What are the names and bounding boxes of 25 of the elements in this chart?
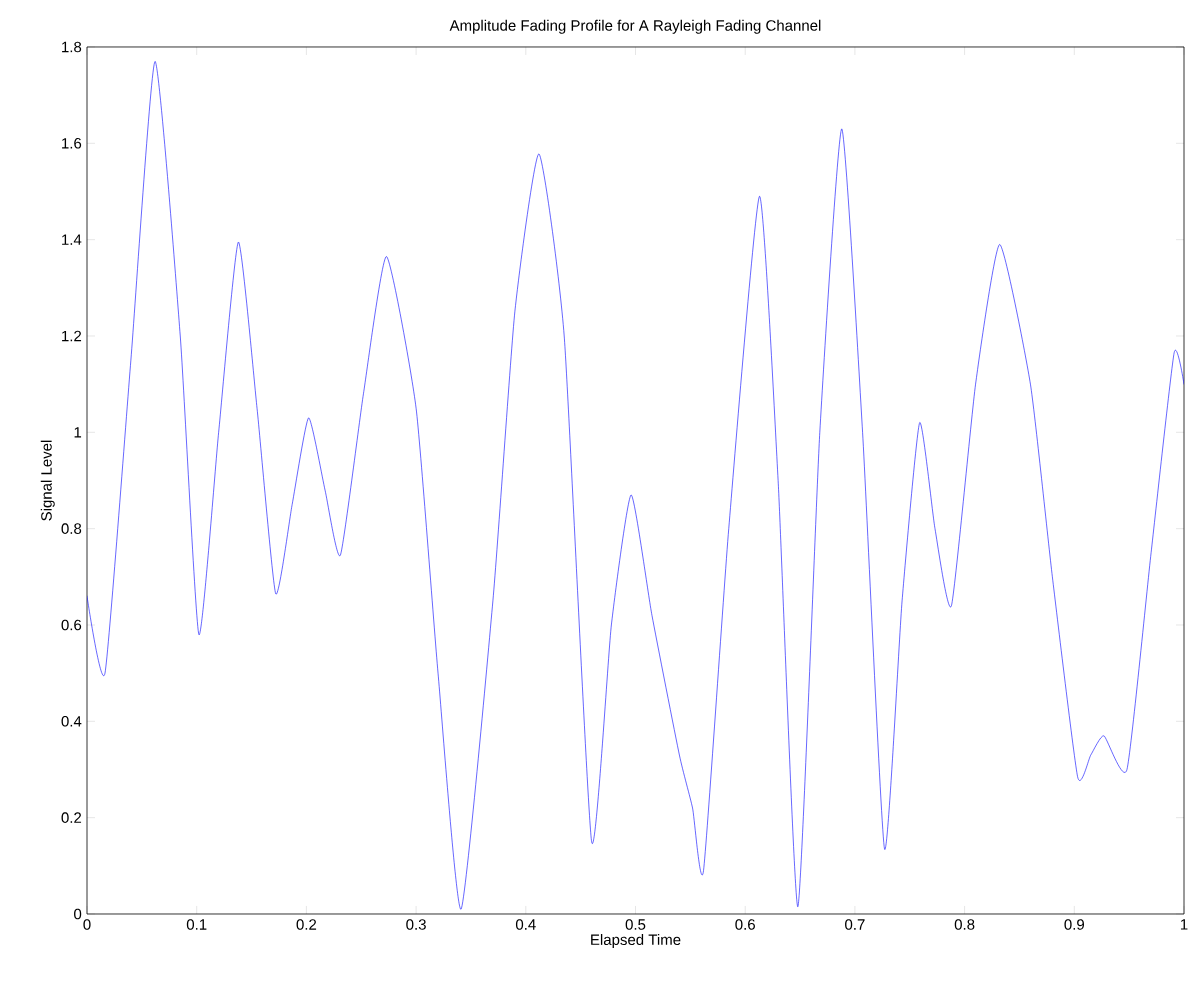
y-tick-label: 0.8 — [61, 523, 82, 534]
x-tick-label: 0.7 — [845, 919, 865, 930]
x-tick-label: 0.3 — [406, 919, 426, 930]
y-tick-label: 0.6 — [61, 619, 82, 631]
y-tick-label: 0.4 — [61, 716, 82, 727]
line-series — [87, 61, 1184, 910]
x-tick-label: 0.9 — [1064, 919, 1085, 930]
x-tick-label: 0.5 — [625, 919, 646, 930]
y-tick-label: 1.8 — [62, 41, 82, 53]
x-tick-label: 0.8 — [954, 919, 975, 930]
x-axis-title: Elapsed Time — [591, 934, 681, 948]
y-axis-title: Signal Level — [40, 440, 55, 521]
chart-title: Amplitude Fading Profile for A Rayleigh Fading Channel — [449, 19, 821, 34]
x-tick-label: 0.2 — [296, 919, 317, 930]
x-tick-label: 0.4 — [515, 919, 536, 930]
y-tick-label: 1.2 — [62, 330, 82, 342]
x-tick-label: 0.6 — [735, 919, 755, 930]
y-tick-label: 1.6 — [62, 138, 82, 149]
y-tick-label: 0.2 — [61, 812, 82, 823]
x-tick-label: 0 — [83, 919, 91, 930]
y-tick-label: 1 — [74, 427, 82, 438]
y-tick-label: 0 — [74, 908, 82, 920]
x-tick-label: 0.1 — [186, 919, 207, 930]
y-tick-label: 1.4 — [62, 234, 82, 245]
x-tick-label: 1 — [1180, 919, 1188, 930]
